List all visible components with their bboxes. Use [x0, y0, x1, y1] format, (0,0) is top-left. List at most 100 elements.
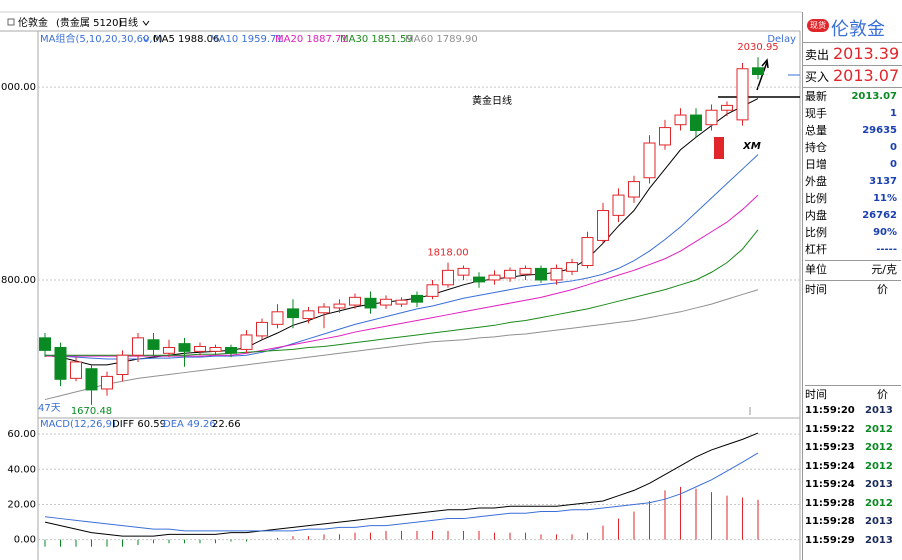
tick-time: 11:59:24 — [805, 479, 855, 490]
logo-bar — [714, 137, 724, 159]
header-period: 日线 — [118, 16, 138, 29]
series-line — [44, 154, 759, 360]
row-label: 持仓 — [805, 141, 827, 154]
tick-row: 11:59:28 2012 — [805, 495, 901, 512]
candle-body — [488, 274, 501, 281]
legend-name: DIFF — [112, 419, 134, 430]
time-header: 时间 价 — [805, 280, 901, 298]
candle-body — [380, 298, 392, 306]
row-label: 日增 — [805, 158, 827, 171]
legend-name: MA10 — [210, 34, 238, 45]
caption: 黄金日线 — [472, 94, 512, 107]
tick-time: 11:59:23 — [805, 442, 855, 453]
candle-body — [395, 299, 408, 305]
candle-body — [116, 354, 129, 375]
y-tick-label: 40.00 — [7, 464, 36, 475]
unit-value: 元/克 — [871, 263, 897, 276]
candle-body — [705, 109, 718, 126]
row-value: ----- — [876, 244, 897, 255]
row-value: 90% — [873, 227, 897, 238]
tick-time: 11:59:28 — [805, 497, 855, 509]
days-label: 47天 — [38, 403, 61, 414]
tick-time: 11:59:22 — [805, 423, 855, 435]
sell-value: 2013.39 — [833, 44, 900, 63]
tick-row: 11:59:24 2012 — [805, 458, 901, 475]
quote-row: 杠杆 ----- — [805, 241, 901, 258]
tick-row: 11:59:20 2013 — [805, 402, 901, 419]
ticks-header: 时间 价 — [805, 385, 901, 403]
legend-value: 1851.59 — [371, 34, 412, 45]
tick-time: 11:59:28 — [805, 516, 855, 527]
candle-body — [287, 308, 299, 319]
row-value: 11% — [873, 193, 897, 204]
dropdown-icon[interactable] — [142, 20, 150, 26]
candle-body — [721, 104, 733, 111]
tick-price: 2013 — [865, 479, 893, 490]
row-value: 1 — [890, 108, 897, 119]
quote-row: 日增 0 — [805, 156, 901, 173]
candle-body — [271, 311, 284, 325]
quote-row: 比例 90% — [805, 224, 901, 241]
legend-value: 49.26 — [187, 419, 216, 430]
candle-body — [519, 267, 532, 275]
candle-body — [364, 297, 377, 309]
sell-row: 卖出 2013.39 — [803, 42, 902, 66]
macd-title: MACD(12,26,9) — [40, 419, 116, 430]
buy-value: 2013.07 — [833, 66, 900, 85]
series-line — [45, 194, 759, 357]
side-title: 伦敦金 — [831, 19, 885, 40]
candle-body — [442, 269, 454, 286]
candle-body — [178, 343, 191, 352]
legend-value: 1988.06 — [178, 34, 219, 45]
logo-box — [712, 127, 792, 161]
legend-name: MA5 — [153, 34, 175, 45]
unit-row: 单位 元/克 — [805, 260, 901, 278]
dropdown-icon[interactable] — [142, 36, 150, 42]
legend-value: 1959.71 — [241, 34, 282, 45]
row-value: 29635 — [862, 125, 897, 136]
window-icon — [7, 18, 15, 26]
row-value: 0 — [890, 159, 897, 170]
badge: 现货 — [807, 19, 829, 32]
y-tick-label: 1800.00 — [0, 275, 36, 286]
candle-body — [256, 321, 268, 337]
candle-body — [550, 267, 563, 281]
candle-body — [473, 276, 485, 283]
candle-body — [659, 127, 671, 146]
candle-body — [54, 346, 67, 380]
legend-entry: MA10 1959.71 — [210, 34, 283, 45]
row-label: 比例 — [805, 226, 827, 239]
row-value: 0 — [890, 142, 897, 153]
row-label: 总量 — [805, 124, 827, 137]
row-label: 外盘 — [805, 175, 827, 188]
tick-price: 2012 — [865, 460, 893, 472]
y-tick-label: 20.00 — [7, 499, 36, 510]
candle-body — [535, 267, 547, 281]
candle-body — [690, 114, 702, 131]
candle-body — [411, 294, 423, 303]
price-label: 价 — [877, 283, 888, 296]
data-label: 2030.95 — [737, 42, 778, 53]
y-tick-label: 0.00 — [14, 535, 36, 546]
legend-entry: MA20 1887.71 — [275, 34, 348, 45]
y-tick-label: 60.00 — [7, 429, 36, 440]
tick-price: 2013 — [865, 405, 893, 416]
data-label: 1818.00 — [427, 248, 468, 259]
row-value: 3137 — [869, 176, 897, 187]
y-tick-label: 2000.00 — [0, 82, 36, 93]
candle-body — [302, 310, 315, 320]
legend-entry: MA30 1851.59 — [340, 34, 413, 45]
candle-body — [333, 303, 346, 309]
unit-label: 单位 — [805, 263, 827, 276]
ma-legend-title: MA组合(5,10,20,30,60,0) — [40, 32, 163, 45]
legend-name: MA20 — [275, 34, 303, 45]
annotation-arrow — [756, 61, 768, 91]
quote-row: 最新 2013.07 — [805, 88, 901, 105]
tick-row: 11:59:22 2012 — [805, 421, 901, 438]
arrow-head — [761, 58, 769, 69]
candle-body — [70, 361, 82, 379]
tick-time: 11:59:24 — [805, 460, 855, 472]
sell-label: 卖出 — [805, 48, 830, 62]
candle-body — [318, 306, 330, 314]
candle-body — [612, 194, 625, 216]
